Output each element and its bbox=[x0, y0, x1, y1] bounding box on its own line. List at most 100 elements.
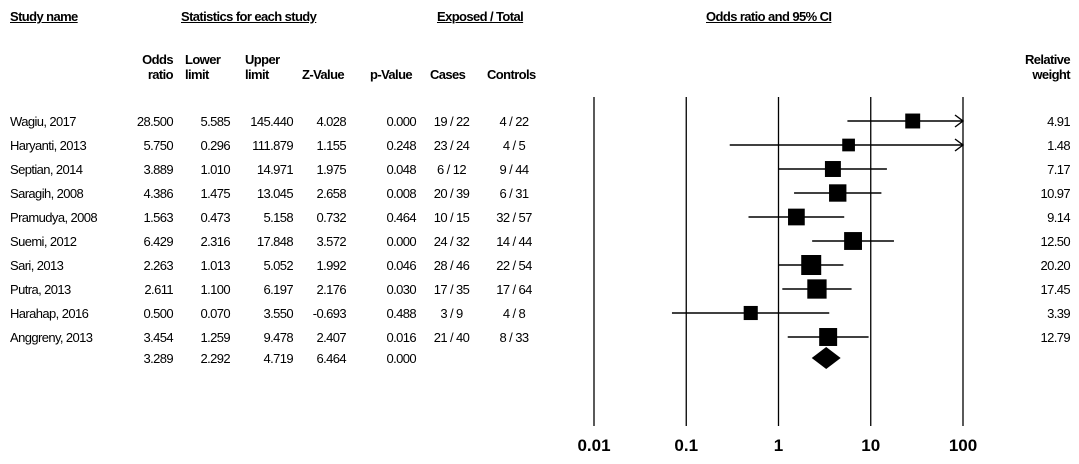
cell-controls: 17 / 64 bbox=[496, 282, 532, 297]
cell-z: 4.028 bbox=[316, 114, 346, 129]
cell-weight: 1.48 bbox=[1047, 138, 1071, 153]
summary-diamond bbox=[811, 347, 841, 369]
cell-p: 0.016 bbox=[386, 330, 416, 345]
cell-lower: 0.070 bbox=[200, 306, 230, 321]
cell-p: 0.030 bbox=[386, 282, 416, 297]
cell-or: 1.563 bbox=[143, 210, 173, 225]
col-header-relative-weight-line1: Relative bbox=[1024, 52, 1071, 67]
cell-or: 4.386 bbox=[143, 186, 173, 201]
col-header-odds-ratio-line2: ratio bbox=[147, 67, 174, 82]
cell-upper: 14.971 bbox=[256, 162, 294, 177]
cell-lower: 0.473 bbox=[200, 210, 230, 225]
cell-controls: 4 / 8 bbox=[502, 306, 526, 321]
cell-upper: 5.158 bbox=[263, 210, 293, 225]
cell-z: 1.155 bbox=[316, 138, 346, 153]
col-header-odds-ratio: Odds ratio bbox=[118, 52, 173, 82]
cell-name: Pramudya, 2008 bbox=[10, 210, 98, 225]
col-header-cases: Cases bbox=[430, 67, 466, 82]
cell-controls: 6 / 31 bbox=[499, 186, 530, 201]
cell-p: 0.464 bbox=[386, 210, 416, 225]
study-square bbox=[788, 208, 805, 226]
cell-p: 0.248 bbox=[386, 138, 416, 153]
col-header-controls: Controls bbox=[487, 67, 536, 82]
study-square bbox=[844, 232, 862, 250]
cell-p: 0.488 bbox=[386, 306, 416, 321]
cell-cases: 10 / 15 bbox=[433, 210, 470, 225]
col-header-odds-ratio-line1: Odds bbox=[142, 52, 173, 67]
col-header-relative-weight: Relative weight bbox=[1010, 52, 1071, 82]
cell-or: 3.889 bbox=[143, 162, 173, 177]
cell-name: Putra, 2013 bbox=[10, 282, 71, 297]
cell-weight: 7.17 bbox=[1047, 162, 1071, 177]
cell-z: 2.407 bbox=[316, 330, 346, 345]
cell-lower: 1.475 bbox=[200, 186, 230, 201]
cell-z: -0.693 bbox=[312, 306, 347, 321]
cell-lower: 1.100 bbox=[200, 282, 230, 297]
header-exposed-total: Exposed / Total bbox=[437, 9, 524, 24]
tick-label: 0.01 bbox=[577, 436, 610, 455]
study-square bbox=[807, 279, 827, 299]
col-header-upper-limit-line1: Upper bbox=[245, 52, 280, 67]
tick-label: 1 bbox=[774, 436, 783, 455]
header-study-name: Study name bbox=[10, 9, 78, 24]
cell-weight: 4.91 bbox=[1047, 114, 1071, 129]
cell-upper: 5.052 bbox=[263, 258, 293, 273]
header-statistics: Statistics for each study bbox=[181, 9, 317, 24]
header-or-ci: Odds ratio and 95% CI bbox=[706, 9, 832, 24]
cell-controls: 32 / 57 bbox=[496, 210, 532, 225]
cell-controls: 4 / 5 bbox=[502, 138, 526, 153]
cell-cases: 24 / 32 bbox=[433, 234, 470, 249]
study-square bbox=[819, 328, 838, 346]
study-square bbox=[829, 184, 847, 202]
cell-name: Anggreny, 2013 bbox=[10, 330, 93, 345]
cell-weight: 3.39 bbox=[1047, 306, 1071, 321]
cell-or: 3.454 bbox=[143, 330, 173, 345]
cell-p: 0.000 bbox=[386, 114, 416, 129]
cell-weight: 9.14 bbox=[1047, 210, 1071, 225]
cell-lower: 5.585 bbox=[200, 114, 230, 129]
summary-upper: 4.719 bbox=[263, 351, 293, 366]
cell-weight: 12.50 bbox=[1040, 234, 1070, 249]
cell-z: 3.572 bbox=[316, 234, 346, 249]
study-square bbox=[905, 113, 921, 129]
summary-z: 6.464 bbox=[316, 351, 346, 366]
study-square bbox=[824, 161, 841, 177]
col-header-lower-limit: Lower limit bbox=[185, 52, 221, 82]
col-header-z-value: Z-Value bbox=[302, 67, 345, 82]
cell-name: Septian, 2014 bbox=[10, 162, 83, 177]
col-header-upper-limit: Upper limit bbox=[245, 52, 280, 82]
cell-name: Saragih, 2008 bbox=[10, 186, 84, 201]
cell-or: 2.263 bbox=[143, 258, 173, 273]
cell-z: 1.975 bbox=[316, 162, 346, 177]
col-header-relative-weight-line2: weight bbox=[1032, 67, 1070, 82]
cell-name: Haryanti, 2013 bbox=[10, 138, 87, 153]
tick-label: 10 bbox=[861, 436, 880, 455]
cell-upper: 6.197 bbox=[263, 282, 293, 297]
tick-label: 0.1 bbox=[674, 436, 698, 455]
cell-controls: 22 / 54 bbox=[496, 258, 532, 273]
cell-upper: 9.478 bbox=[263, 330, 293, 345]
cell-p: 0.008 bbox=[386, 186, 416, 201]
study-square bbox=[842, 138, 855, 152]
cell-upper: 145.440 bbox=[250, 114, 293, 129]
summary-lower: 2.292 bbox=[200, 351, 230, 366]
cell-p: 0.046 bbox=[386, 258, 416, 273]
cell-upper: 13.045 bbox=[256, 186, 294, 201]
cell-lower: 0.296 bbox=[200, 138, 230, 153]
cell-controls: 14 / 44 bbox=[496, 234, 532, 249]
col-header-upper-limit-line2: limit bbox=[245, 67, 269, 82]
study-square bbox=[743, 305, 758, 321]
cell-or: 0.500 bbox=[143, 306, 173, 321]
cell-weight: 12.79 bbox=[1040, 330, 1070, 345]
cell-upper: 17.848 bbox=[256, 234, 294, 249]
cell-z: 2.658 bbox=[316, 186, 346, 201]
cell-name: Wagiu, 2017 bbox=[10, 114, 77, 129]
summary-p: 0.000 bbox=[386, 351, 416, 366]
ci-arrow bbox=[954, 138, 965, 152]
cell-cases: 3 / 9 bbox=[440, 306, 463, 321]
cell-lower: 2.316 bbox=[200, 234, 230, 249]
cell-name: Harahap, 2016 bbox=[10, 306, 89, 321]
cell-cases: 21 / 40 bbox=[433, 330, 470, 345]
cell-weight: 17.45 bbox=[1040, 282, 1070, 297]
